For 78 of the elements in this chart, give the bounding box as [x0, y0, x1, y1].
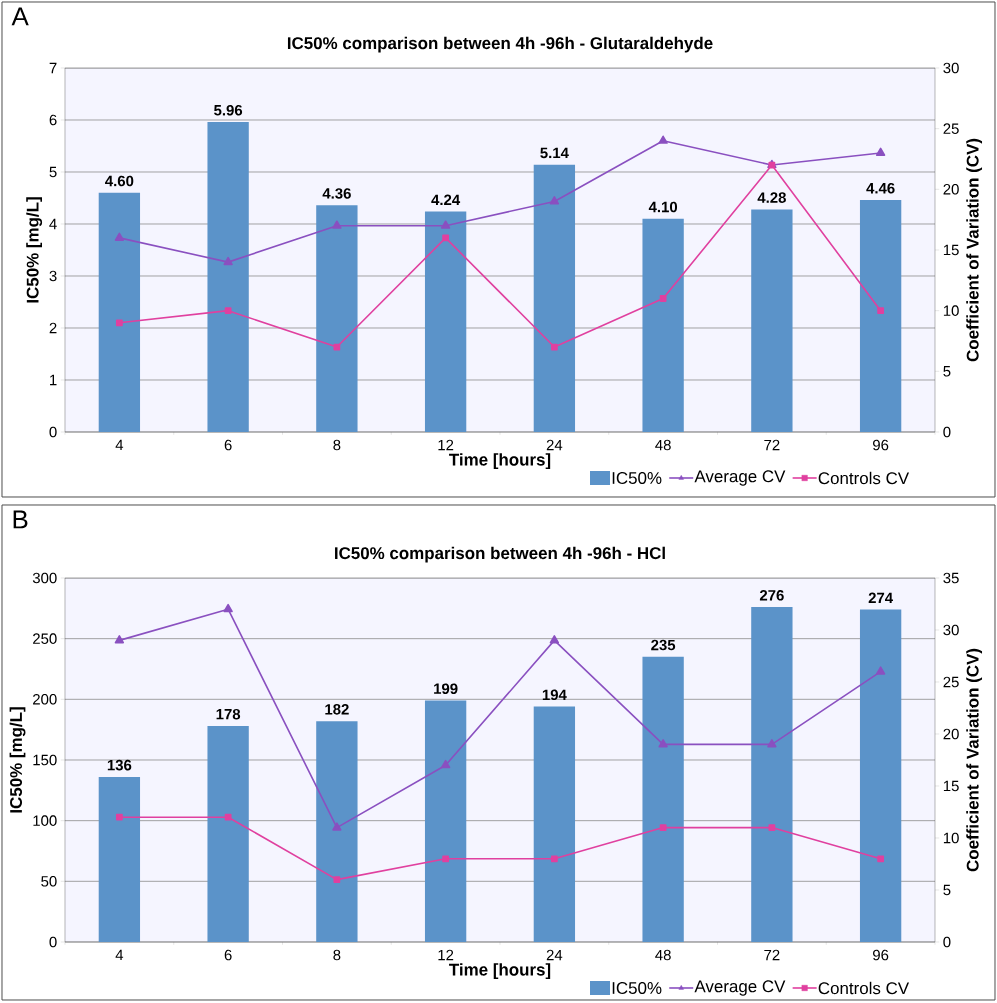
y-tick-label: 1 — [50, 374, 57, 386]
y2-tick-label: 25 — [943, 676, 959, 688]
y2-tick-label: 0 — [943, 936, 951, 948]
y-tick-label: 150 — [33, 754, 57, 766]
legend-label: IC50% — [612, 472, 662, 484]
x-tick-label: 48 — [655, 439, 671, 451]
y-axis-title: IC50% [mg/L] — [9, 707, 26, 813]
y-tick-label: 250 — [33, 633, 57, 644]
data-label: 235 — [651, 639, 676, 651]
y2-tick-label: 20 — [943, 184, 959, 195]
y2-tick-label: 10 — [943, 305, 959, 316]
x-tick-label: 24 — [546, 439, 563, 451]
x-tick-label: 4 — [115, 949, 124, 961]
x-tick-label: 48 — [655, 949, 671, 961]
legend-label: Controls CV — [818, 471, 910, 485]
data-label: 182 — [325, 704, 349, 715]
data-label: 5.96 — [214, 104, 243, 116]
data-label: 4.28 — [757, 192, 786, 203]
data-label: 136 — [107, 759, 132, 771]
data-label: 4.60 — [105, 175, 134, 187]
y2-tick-label: 5 — [943, 366, 951, 377]
data-label: 4.36 — [322, 188, 351, 199]
y-tick-label: 200 — [33, 694, 57, 705]
chart-title: IC50% comparison between 4h -96h - HCl — [335, 546, 665, 563]
legend-label: Average CV — [694, 470, 786, 486]
y2-axis-title: Coefficient of Variation (CV) — [966, 138, 983, 362]
x-tick-label: 72 — [764, 439, 780, 451]
x-tick-label: 8 — [333, 439, 341, 451]
x-tick-label: 12 — [438, 949, 454, 961]
data-label: 199 — [434, 683, 458, 695]
data-label: 4.10 — [648, 201, 678, 213]
data-label: 178 — [216, 708, 241, 720]
y2-tick-label: 35 — [943, 572, 959, 584]
x-tick-label: 4 — [115, 439, 124, 451]
y2-tick-label: 30 — [943, 624, 959, 636]
x-tick-label: 12 — [438, 439, 454, 451]
x-tick-label: 24 — [546, 949, 563, 961]
x-axis-title: Time [hours] — [449, 453, 551, 469]
y-tick-label: 50 — [41, 876, 57, 887]
y2-tick-label: 5 — [943, 884, 951, 896]
legend-label: IC50% — [612, 981, 662, 994]
x-tick-label: 96 — [873, 949, 889, 961]
y-tick-label: 6 — [49, 114, 57, 126]
data-label: 4.46 — [866, 182, 895, 194]
data-label: 276 — [759, 590, 784, 601]
y2-tick-label: 30 — [943, 62, 959, 74]
data-label: 274 — [868, 592, 894, 604]
y2-tick-label: 15 — [943, 244, 959, 256]
y-axis-title: IC50% [mg/L] — [26, 197, 43, 303]
y2-tick-label: 15 — [943, 780, 959, 792]
y-tick-label: 0 — [49, 936, 57, 948]
y2-tick-label: 20 — [943, 728, 959, 740]
x-tick-label: 8 — [333, 949, 341, 961]
data-label: 194 — [542, 689, 567, 701]
x-tick-label: 96 — [873, 439, 889, 451]
y2-tick-label: 25 — [943, 123, 959, 134]
y-tick-label: 100 — [33, 815, 57, 826]
data-label: 4.24 — [431, 194, 461, 205]
text: A — [11, 7, 29, 26]
y-tick-label: 5 — [49, 166, 57, 178]
x-axis-title: Time [hours] — [449, 963, 551, 979]
x-tick-label: 72 — [764, 949, 780, 961]
y-tick-label: 7 — [49, 62, 57, 74]
data-label: 5.14 — [540, 147, 569, 159]
legend-label: Controls CV — [818, 981, 910, 995]
y2-tick-label: 0 — [943, 426, 951, 438]
y-tick-label: 4 — [49, 218, 57, 230]
y2-axis-title: Coefficient of Variation (CV) — [966, 648, 983, 872]
y-tick-label: 3 — [49, 270, 57, 282]
y2-tick-label: 10 — [943, 832, 959, 844]
x-tick-label: 6 — [224, 439, 232, 451]
legend-label: Average CV — [694, 980, 786, 996]
chart-title: IC50% comparison between 4h -96h - Glutaraldehyde — [287, 36, 713, 53]
x-tick-label: 6 — [224, 949, 232, 961]
text: B — [13, 510, 28, 529]
y-tick-label: 2 — [49, 322, 57, 334]
y-tick-label: 300 — [32, 572, 57, 584]
y-tick-label: 0 — [49, 426, 57, 438]
